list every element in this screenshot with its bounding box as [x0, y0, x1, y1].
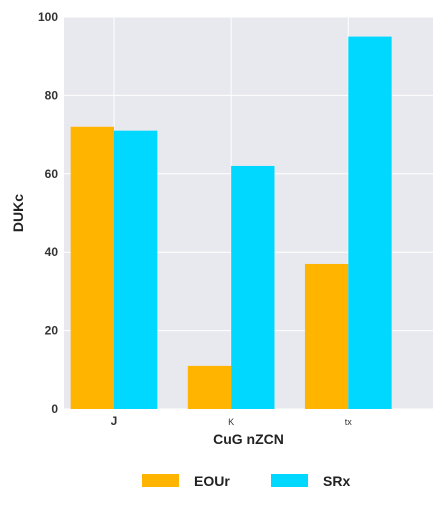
legend-label-SRx: SRx [323, 473, 350, 489]
y-tick-label: 0 [51, 402, 58, 416]
bar-EOUr-J [70, 126, 114, 409]
y-axis-title: DUKc [10, 194, 26, 232]
x-axis-title: CuG nZCN [213, 431, 284, 447]
y-tick-label: 60 [45, 167, 59, 181]
bar-EOUr-K [187, 365, 232, 409]
bar-SRx-tx [348, 36, 392, 409]
legend-label-EOUr: EOUr [194, 473, 230, 489]
y-tick-label: 80 [45, 88, 59, 102]
bars [70, 36, 392, 409]
y-tick-label: 20 [45, 324, 59, 338]
x-tick-label: tx [345, 417, 353, 427]
x-tick-label: J [111, 414, 118, 428]
bar-SRx-K [231, 165, 275, 409]
legend: EOUr SRx [142, 473, 350, 489]
y-axis-ticks: 0 20 40 60 80 100 [38, 10, 58, 416]
legend-swatch-SRx [271, 474, 308, 487]
bar-EOUr-tx [304, 263, 349, 409]
x-tick-label: K [228, 417, 234, 427]
y-tick-label: 100 [38, 10, 58, 24]
y-tick-label: 40 [45, 245, 59, 259]
legend-swatch-EOUr [142, 474, 179, 487]
bar-SRx-J [114, 130, 158, 409]
